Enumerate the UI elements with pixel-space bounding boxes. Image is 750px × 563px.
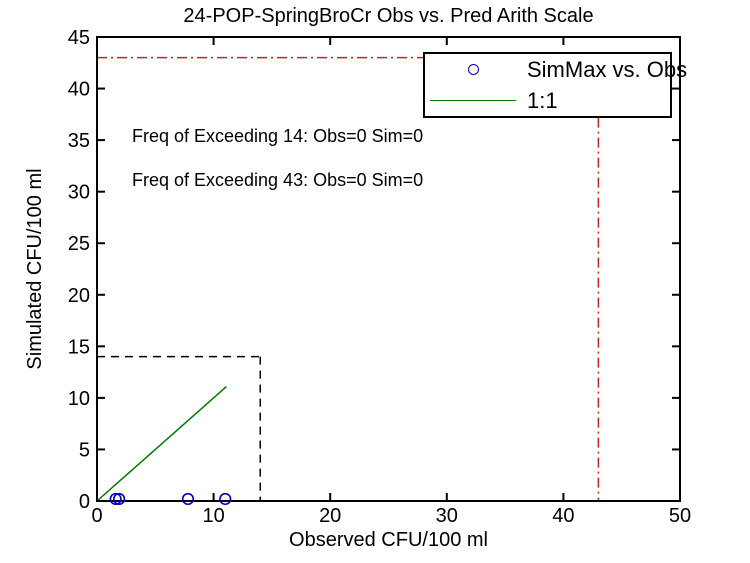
line-marker-icon — [430, 100, 516, 101]
axes-box — [96, 36, 681, 502]
x-tick-label: 10 — [202, 505, 224, 527]
y-tick-label: 0 — [79, 491, 90, 513]
y-tick-label: 15 — [68, 336, 90, 358]
y-tick-labels: 0 5 10 15 20 25 30 35 40 45 — [68, 27, 90, 513]
reference-lines — [97, 56, 600, 501]
y-tick-label: 5 — [79, 439, 90, 461]
y-tick-label: 25 — [68, 233, 90, 255]
y-tick-label: 35 — [68, 130, 90, 152]
data-point — [219, 492, 232, 506]
scatter-series — [109, 492, 232, 506]
legend-marker-cell — [425, 100, 521, 101]
y-tick-label: 20 — [68, 285, 90, 307]
one-to-one-line — [96, 385, 227, 502]
x-tick-label: 40 — [552, 505, 574, 527]
y-tick-label: 30 — [68, 182, 90, 204]
x-tick-label: 30 — [436, 505, 458, 527]
legend-entry-simmax: SimMax vs. Obs — [425, 54, 687, 85]
legend-entry-one-to-one: 1:1 — [425, 85, 670, 116]
annotation-freq-43: Freq of Exceeding 43: Obs=0 Sim=0 — [131, 170, 424, 191]
scatter-marker-icon — [467, 64, 479, 75]
x-axis-label: Observed CFU/100 ml — [289, 529, 488, 551]
y-tick-label: 45 — [68, 27, 90, 49]
x-tick-label: 20 — [319, 505, 341, 527]
x-tick-labels: 0 10 20 30 40 50 — [91, 505, 691, 527]
legend: SimMax vs. Obs 1:1 — [423, 52, 687, 118]
x-tick-label: 50 — [669, 505, 691, 527]
chart-title: 24-POP-SpringBroCr Obs vs. Pred Arith Sc… — [183, 5, 594, 27]
data-point — [181, 492, 195, 506]
y-tick-label: 40 — [68, 79, 90, 101]
legend-label-simmax: SimMax vs. Obs — [527, 56, 688, 82]
axis-ticks — [96, 36, 681, 502]
y-tick-label: 10 — [68, 388, 90, 410]
legend-label-one-to-one: 1:1 — [527, 87, 558, 113]
x-tick-label: 0 — [91, 505, 102, 527]
data-point — [113, 492, 126, 506]
annotation-freq-14: Freq of Exceeding 14: Obs=0 Sim=0 — [131, 125, 424, 146]
legend-marker-cell — [425, 64, 521, 75]
data-point — [109, 492, 122, 506]
